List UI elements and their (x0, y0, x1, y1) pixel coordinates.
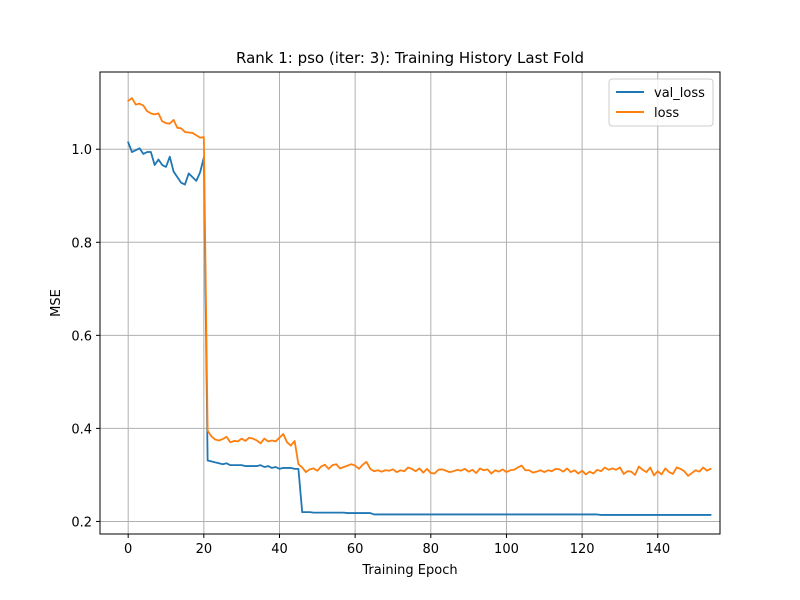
x-tick-label: 0 (124, 542, 132, 557)
legend-label-val-loss: val_loss (654, 86, 705, 101)
axis-ticks: 0 20 40 60 80 100 120 140 0.2 0.4 0.6 0.8 1.0 (71, 143, 670, 557)
x-tick-label: 20 (196, 542, 213, 557)
y-axis-label: MSE (49, 289, 64, 317)
y-tick-label: 1.0 (71, 143, 92, 158)
y-tick-label: 0.6 (71, 329, 92, 344)
x-axis-label: Training Epoch (361, 563, 457, 578)
plot-frame (99, 71, 721, 535)
series-line-loss (127, 97, 712, 477)
x-tick-label: 120 (570, 542, 595, 557)
x-tick-label: 140 (645, 542, 670, 557)
series-line-val-loss (127, 141, 712, 516)
series-lines (127, 97, 712, 516)
chart-title: Rank 1: pso (iter: 3): Training History … (236, 49, 584, 67)
legend: val_loss loss (608, 78, 714, 127)
y-tick-label: 0.2 (71, 515, 92, 530)
x-tick-label: 80 (423, 542, 440, 557)
x-tick-label: 40 (271, 542, 288, 557)
legend-box (608, 78, 714, 127)
grid (100, 72, 720, 534)
x-tick-label: 100 (494, 542, 519, 557)
y-tick-label: 0.4 (71, 422, 92, 437)
y-tick-label: 0.8 (71, 236, 92, 251)
x-tick-label: 60 (347, 542, 364, 557)
legend-label-loss: loss (654, 106, 679, 121)
